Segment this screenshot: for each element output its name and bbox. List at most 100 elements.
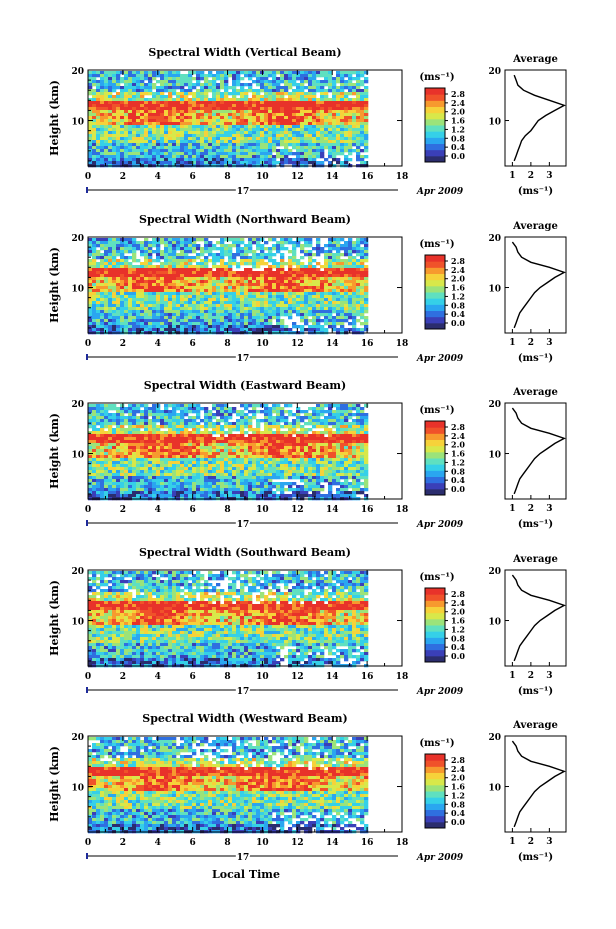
- heatmap-cell: [204, 301, 209, 305]
- heatmap-cell: [360, 422, 365, 426]
- heatmap-cell: [168, 89, 173, 93]
- heatmap-cell: [172, 83, 177, 87]
- heatmap-cell: [184, 140, 189, 144]
- heatmap-cell: [204, 116, 209, 120]
- heatmap-cell: [92, 95, 97, 99]
- heatmap-cell: [108, 152, 113, 156]
- heatmap-cell: [192, 146, 197, 150]
- heatmap-cell: [252, 431, 257, 435]
- heatmap-cell: [252, 250, 257, 254]
- heatmap-cell: [260, 419, 265, 423]
- heatmap-cell: [264, 419, 269, 423]
- heatmap-cell: [312, 137, 317, 141]
- heatmap-cell: [212, 158, 217, 162]
- heatmap-cell: [232, 244, 237, 248]
- heatmap-cell: [296, 158, 301, 162]
- heatmap-cell: [200, 143, 205, 147]
- heatmap-cell: [156, 250, 161, 254]
- heatmap-cell: [172, 413, 177, 417]
- heatmap-cell: [280, 304, 285, 308]
- heatmap-cell: [352, 322, 357, 326]
- heatmap-cell: [188, 83, 193, 87]
- heatmap-cell: [364, 116, 369, 120]
- heatmap-cell: [216, 292, 221, 296]
- heatmap-cell: [292, 425, 297, 429]
- heatmap-cell: [104, 86, 109, 90]
- heatmap-cell: [160, 289, 165, 293]
- heatmap-cell: [196, 280, 201, 284]
- heatmap-cell: [144, 310, 149, 314]
- heatmap-cell: [280, 89, 285, 93]
- heatmap-cell: [112, 313, 117, 317]
- heatmap-cell: [116, 71, 121, 75]
- heatmap-cell: [184, 98, 189, 102]
- heatmap-cell: [168, 404, 173, 408]
- heatmap-cell: [300, 119, 305, 123]
- heatmap-cell: [92, 116, 97, 120]
- heatmap-cell: [328, 241, 333, 245]
- heatmap-cell: [256, 325, 261, 329]
- heatmap-cell: [312, 268, 317, 272]
- heatmap-cell: [328, 131, 333, 135]
- heatmap-cell: [228, 307, 233, 311]
- heatmap-cell: [308, 416, 313, 420]
- heatmap-cell: [276, 286, 281, 290]
- heatmap-cell: [128, 250, 133, 254]
- heatmap-cell: [348, 277, 353, 281]
- heatmap-cell: [320, 137, 325, 141]
- heatmap-cell: [136, 325, 141, 329]
- heatmap-cell: [140, 104, 145, 108]
- heatmap-cell: [204, 110, 209, 114]
- heatmap-cell: [112, 95, 117, 99]
- heatmap-cell: [264, 262, 269, 266]
- heatmap-cell: [256, 280, 261, 284]
- heatmap-cell: [292, 268, 297, 272]
- heatmap-cell: [124, 92, 129, 96]
- heatmap-cell: [172, 292, 177, 296]
- heatmap-cell: [348, 98, 353, 102]
- heatmap-cell: [96, 289, 101, 293]
- heatmap-cell: [224, 131, 229, 135]
- heatmap-cell: [304, 98, 309, 102]
- x-tick-label: 0: [85, 172, 91, 182]
- heatmap-cell: [328, 161, 333, 165]
- heatmap-cell: [152, 250, 157, 254]
- heatmap-cell: [140, 262, 145, 266]
- heatmap-cell: [264, 328, 269, 332]
- heatmap-cell: [276, 310, 281, 314]
- heatmap-cell: [224, 247, 229, 251]
- heatmap-cell: [124, 134, 129, 138]
- heatmap-cell: [204, 247, 209, 251]
- heatmap-cell: [220, 292, 225, 296]
- heatmap-cell: [160, 98, 165, 102]
- heatmap-cell: [328, 274, 333, 278]
- heatmap-cell: [272, 80, 277, 84]
- heatmap-cell: [120, 283, 125, 287]
- heatmap-cell: [224, 95, 229, 99]
- heatmap-cell: [336, 425, 341, 429]
- heatmap-cell: [328, 155, 333, 159]
- heatmap-cell: [324, 113, 329, 117]
- heatmap-cell: [148, 244, 153, 248]
- heatmap-cell: [172, 431, 177, 435]
- heatmap-cell: [200, 104, 205, 108]
- heatmap-cell: [100, 71, 105, 75]
- heatmap-cell: [104, 422, 109, 426]
- heatmap-cell: [284, 119, 289, 123]
- heatmap-cell: [220, 404, 225, 408]
- heatmap-cell: [188, 250, 193, 254]
- heatmap-cell: [264, 74, 269, 78]
- heatmap-cell: [340, 416, 345, 420]
- heatmap-cell: [260, 146, 265, 150]
- heatmap-cell: [240, 298, 245, 302]
- heatmap-cell: [276, 71, 281, 75]
- heatmap-cell: [120, 89, 125, 93]
- heatmap-cell: [236, 298, 241, 302]
- heatmap-cell: [200, 295, 205, 299]
- heatmap-cell: [92, 280, 97, 284]
- heatmap-cell: [280, 283, 285, 287]
- heatmap-cell: [116, 280, 121, 284]
- heatmap-cell: [240, 322, 245, 326]
- heatmap-cell: [192, 92, 197, 96]
- heatmap-cell: [344, 416, 349, 420]
